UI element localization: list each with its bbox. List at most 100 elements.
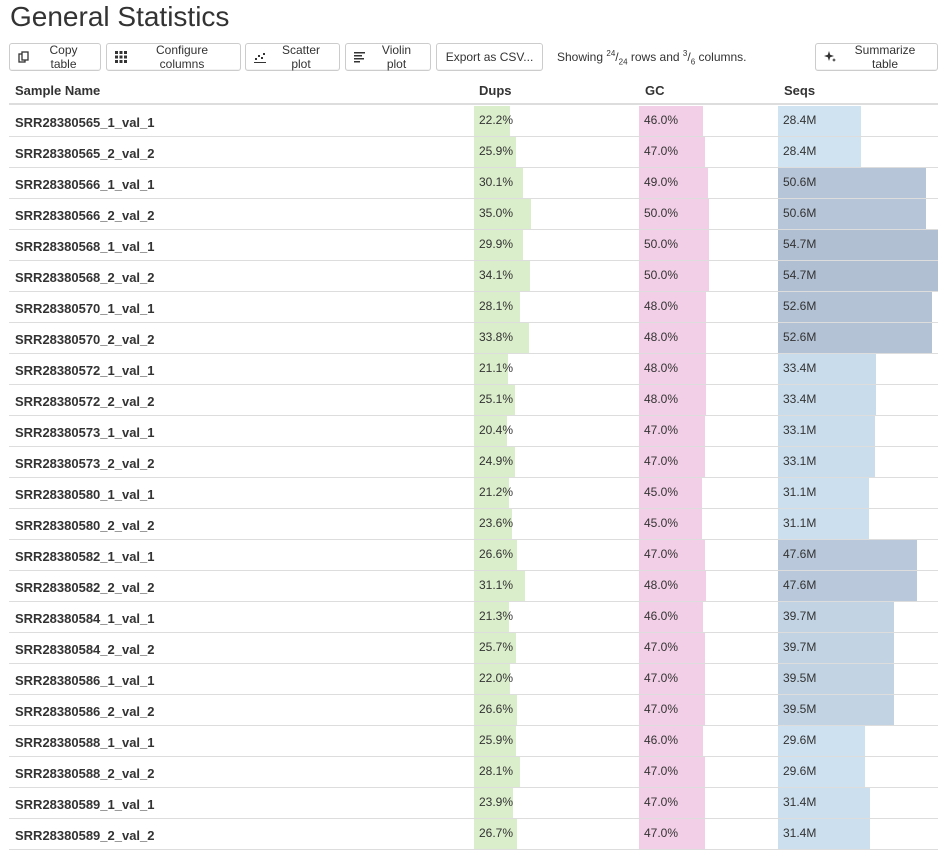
export-csv-button[interactable]: Export as CSV... — [436, 43, 543, 71]
gc-value: 47.0% — [644, 640, 679, 654]
gc-cell: 50.0% — [639, 230, 739, 260]
dups-value: 35.0% — [479, 206, 514, 220]
gc-bar — [639, 230, 709, 260]
dups-bar — [474, 385, 515, 415]
table-row: SRR28380586_1_val_1 22.0% 47.0% 39.5M — [9, 664, 938, 695]
gc-cell: 48.0% — [639, 385, 739, 415]
sample-name: SRR28380580_2_val_2 — [15, 518, 155, 533]
gc-bar — [639, 602, 703, 632]
seqs-bar — [778, 695, 894, 725]
seqs-value: 50.6M — [783, 175, 817, 189]
seqs-bar — [778, 447, 875, 477]
dups-cell: 25.9% — [474, 137, 604, 167]
sample-name: SRR28380572_1_val_1 — [15, 363, 155, 378]
header-seqs[interactable]: Seqs — [784, 83, 816, 98]
copy-table-button[interactable]: Copy table — [9, 43, 101, 71]
table-toolbar: Copy table Configure columns Scatter plo… — [9, 43, 938, 73]
table-body: SRR28380565_1_val_1 22.2% 46.0% 28.4M SRR283… — [9, 106, 938, 850]
gc-bar — [639, 633, 705, 663]
table-row: SRR28380580_2_val_2 23.6% 45.0% 31.1M — [9, 509, 938, 540]
dups-bar — [474, 602, 509, 632]
summarize-table-button[interactable]: Summarize table — [815, 43, 938, 71]
dups-bar — [474, 323, 529, 353]
seqs-value: 29.6M — [783, 733, 817, 747]
seqs-value: 31.4M — [783, 795, 817, 809]
gc-bar — [639, 695, 705, 725]
dups-value: 22.2% — [479, 113, 514, 127]
dups-value: 28.1% — [479, 299, 514, 313]
gc-value: 47.0% — [644, 454, 679, 468]
configure-columns-button[interactable]: Configure columns — [106, 43, 241, 71]
seqs-bar — [778, 416, 875, 446]
seqs-value: 50.6M — [783, 206, 817, 220]
violin-icon — [354, 51, 366, 63]
table-row: SRR28380584_1_val_1 21.3% 46.0% 39.7M — [9, 602, 938, 633]
sample-name: SRR28380586_2_val_2 — [15, 704, 155, 719]
seqs-value: 31.4M — [783, 826, 817, 840]
header-gc[interactable]: GC — [645, 83, 665, 98]
gc-value: 47.0% — [644, 764, 679, 778]
seqs-bar — [778, 478, 869, 508]
table-row: SRR28380568_1_val_1 29.9% 50.0% 54.7M — [9, 230, 938, 261]
sample-name: SRR28380588_2_val_2 — [15, 766, 155, 781]
grid-icon — [115, 51, 127, 63]
seqs-bar — [778, 354, 876, 384]
header-dups[interactable]: Dups — [479, 83, 512, 98]
seqs-value: 33.1M — [783, 454, 817, 468]
seqs-bar — [778, 509, 869, 539]
seqs-bar — [778, 726, 865, 756]
dups-value: 25.9% — [479, 733, 514, 747]
dups-cell: 26.7% — [474, 819, 604, 849]
header-sample-name[interactable]: Sample Name — [15, 83, 101, 98]
gc-bar — [639, 385, 706, 415]
dups-bar — [474, 168, 523, 198]
gc-cell: 47.0% — [639, 757, 739, 787]
gc-cell: 47.0% — [639, 819, 739, 849]
seqs-value: 28.4M — [783, 144, 817, 158]
gc-bar — [639, 819, 705, 849]
seqs-bar — [778, 664, 894, 694]
dups-value: 26.7% — [479, 826, 514, 840]
dups-bar — [474, 292, 520, 322]
gc-bar — [639, 726, 703, 756]
seqs-cell: 54.7M — [778, 230, 938, 260]
seqs-cell: 31.1M — [778, 478, 938, 508]
dups-bar — [474, 726, 516, 756]
gc-value: 47.0% — [644, 671, 679, 685]
seqs-cell: 31.4M — [778, 788, 938, 818]
scatter-icon — [254, 51, 266, 63]
table-row: SRR28380566_1_val_1 30.1% 49.0% 50.6M — [9, 168, 938, 199]
rows-total: 24 — [618, 57, 628, 67]
scatter-plot-button[interactable]: Scatter plot — [245, 43, 340, 71]
seqs-cell: 28.4M — [778, 137, 938, 167]
seqs-cell: 29.6M — [778, 757, 938, 787]
rows-shown: 24 — [606, 49, 616, 58]
table-row: SRR28380572_1_val_1 21.1% 48.0% 33.4M — [9, 354, 938, 385]
violin-plot-button[interactable]: Violin plot — [345, 43, 431, 71]
gc-cell: 47.0% — [639, 416, 739, 446]
dups-bar — [474, 478, 509, 508]
seqs-cell: 47.6M — [778, 571, 938, 601]
seqs-cell: 39.5M — [778, 695, 938, 725]
table-row: SRR28380570_1_val_1 28.1% 48.0% 52.6M — [9, 292, 938, 323]
seqs-cell: 39.5M — [778, 664, 938, 694]
gc-value: 48.0% — [644, 392, 679, 406]
gc-cell: 45.0% — [639, 478, 739, 508]
gc-cell: 46.0% — [639, 602, 739, 632]
gc-cell: 47.0% — [639, 695, 739, 725]
seqs-cell: 50.6M — [778, 168, 938, 198]
seqs-cell: 54.7M — [778, 261, 938, 291]
sample-name: SRR28380565_1_val_1 — [15, 115, 155, 130]
gc-bar — [639, 106, 703, 136]
sample-name: SRR28380570_1_val_1 — [15, 301, 155, 316]
gc-cell: 46.0% — [639, 726, 739, 756]
seqs-bar — [778, 788, 870, 818]
dups-bar — [474, 106, 510, 136]
seqs-bar — [778, 323, 932, 353]
gc-bar — [639, 292, 706, 322]
dups-value: 21.3% — [479, 609, 514, 623]
dups-bar — [474, 230, 523, 260]
dups-bar — [474, 416, 507, 446]
sample-name: SRR28380570_2_val_2 — [15, 332, 155, 347]
gc-value: 47.0% — [644, 144, 679, 158]
